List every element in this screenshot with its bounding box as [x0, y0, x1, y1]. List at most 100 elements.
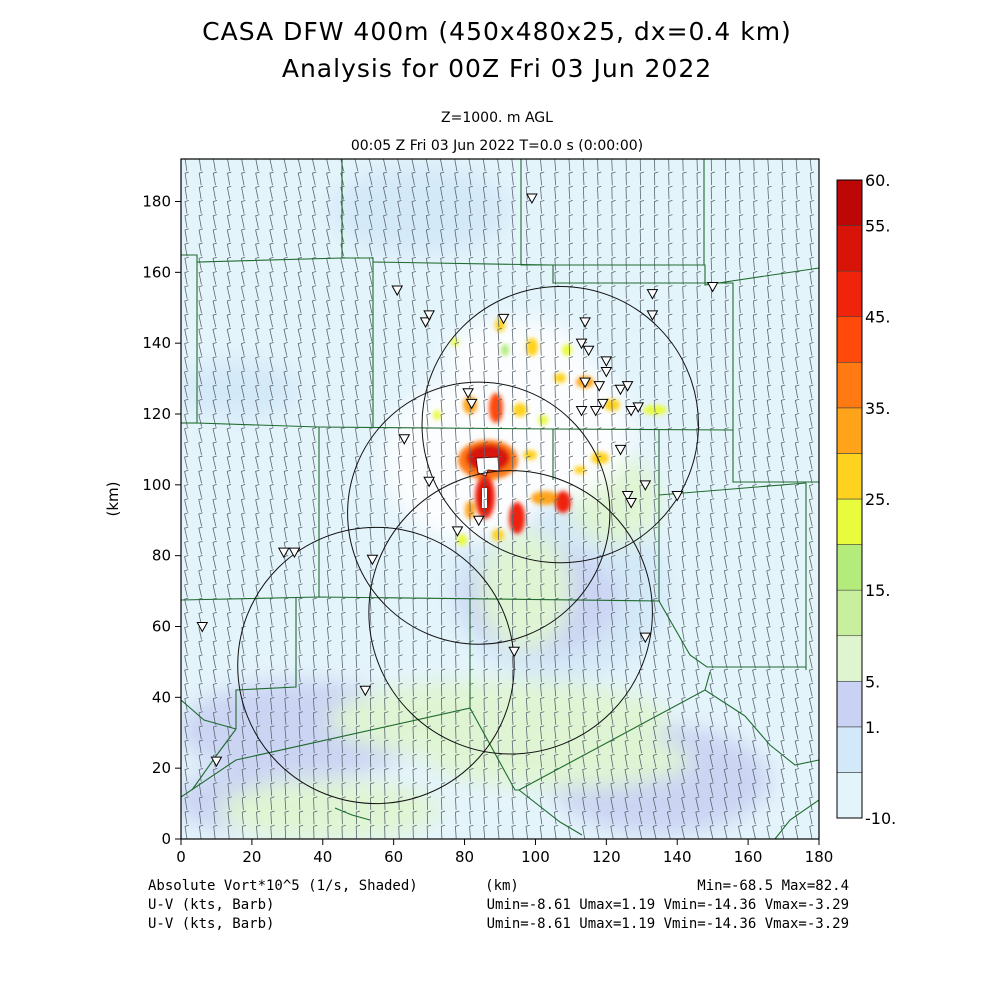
y-axis: 0 20 40 60 80 100 120 140 160 180	[142, 193, 181, 848]
y-tick-label: 0	[161, 830, 171, 848]
radar-ring	[421, 286, 699, 564]
barb-label-1: U-V (kts, Barb)	[148, 897, 274, 913]
barb-stats-2: Umin=-8.61 Umax=1.19 Vmin=-14.36 Vmax=-3…	[487, 916, 849, 932]
y-axis-label: (km)	[104, 481, 122, 516]
colorbar-segment	[836, 453, 863, 500]
radar-ring	[368, 470, 653, 755]
colorbar-tick-label: 15.	[865, 581, 890, 600]
station-marker	[497, 313, 510, 325]
station-marker	[575, 405, 588, 417]
station-marker	[582, 345, 595, 357]
x-tick-label: 20	[242, 848, 261, 866]
y-tick-label: 80	[152, 547, 171, 565]
colorbar-segment	[836, 316, 863, 363]
x-tick-label: 60	[384, 848, 403, 866]
y-tick-label: 180	[142, 193, 171, 211]
station-marker	[632, 402, 645, 413]
colorbar-segment	[836, 179, 863, 226]
colorbar-tick-label: 45.	[865, 308, 890, 327]
station-marker	[600, 356, 613, 367]
radar-ring	[237, 526, 515, 805]
barb-stats-1: Umin=-8.61 Umax=1.19 Vmin=-14.36 Vmax=-3…	[487, 897, 849, 913]
x-tick-label: 100	[521, 848, 550, 866]
colorbar: 60. 55. 45. 35. 25. 15. 5. 1. -10.	[836, 171, 896, 828]
barb-label-2: U-V (kts, Barb)	[148, 916, 274, 932]
station-marker	[472, 515, 485, 527]
station-marker	[526, 193, 538, 204]
station-marker	[621, 490, 634, 502]
x-axis: 0 20 40 60 80 100 120 140 160 180	[176, 839, 833, 866]
y-tick-label: 120	[142, 405, 171, 423]
station-marker	[614, 444, 627, 456]
colorbar-tick-label: -10.	[865, 809, 896, 828]
station-marker	[210, 756, 223, 768]
x-tick-label: 0	[176, 848, 186, 866]
colorbar-segment	[836, 726, 863, 773]
station-marker	[646, 289, 659, 300]
station-markers	[196, 193, 719, 768]
colorbar-segment	[836, 407, 863, 454]
station-marker	[639, 480, 652, 491]
wind-barbs	[184, 159, 815, 839]
colorbar-segment	[836, 680, 863, 728]
colorbar-segment	[836, 225, 863, 272]
x-tick-label: 40	[313, 848, 332, 866]
x-tick-label: 160	[734, 848, 763, 866]
plot-title: CASA DFW 400m (450x480x25, dx=0.4 km)	[202, 17, 792, 46]
y-tick-label: 40	[152, 688, 171, 706]
colorbar-tick-label: 35.	[865, 399, 890, 418]
y-tick-label: 140	[142, 334, 171, 352]
barb-paths	[184, 159, 815, 839]
x-tick-label: 180	[805, 848, 834, 866]
colorbar-tick-label: 25.	[865, 490, 890, 509]
station-marker	[462, 388, 474, 399]
station-marker	[391, 285, 404, 297]
x-axis-unit: (km)	[485, 878, 519, 894]
station-marker	[671, 490, 684, 502]
radar-range-rings	[237, 286, 699, 805]
station-marker	[625, 405, 637, 417]
colorbar-frame	[836, 179, 863, 819]
colorbar-segment	[836, 544, 863, 591]
station-marker	[614, 384, 627, 396]
colorbar-tick-label: 5.	[865, 672, 880, 691]
y-tick-label: 100	[142, 476, 171, 494]
colorbar-segment	[836, 635, 863, 682]
station-marker	[600, 367, 613, 378]
station-marker	[593, 381, 606, 392]
station-marker	[508, 646, 521, 658]
y-tick-label: 60	[152, 618, 171, 636]
station-marker	[277, 547, 290, 559]
station-marker	[451, 526, 464, 537]
station-marker	[646, 310, 659, 321]
county-borders	[181, 159, 819, 839]
station-marker	[366, 554, 379, 566]
station-marker	[465, 398, 478, 410]
station-marker	[359, 685, 372, 697]
x-tick-label: 120	[592, 848, 621, 866]
y-tick-label: 20	[152, 759, 171, 777]
colorbar-tick-label: 1.	[865, 718, 880, 737]
x-tick-label: 80	[455, 848, 474, 866]
station-marker	[423, 310, 435, 321]
colorbar-segment	[836, 498, 863, 545]
station-marker	[196, 622, 209, 633]
station-marker	[423, 476, 435, 488]
y-tick-label: 160	[142, 263, 171, 281]
station-marker	[596, 398, 609, 410]
station-marker	[621, 381, 634, 392]
minmax-label: Min=-68.5 Max=82.4	[697, 878, 849, 894]
station-marker	[579, 377, 591, 389]
level-label: Z=1000. m AGL	[441, 110, 553, 126]
time-label: 00:05 Z Fri 03 Jun 2022 T=0.0 s (0:00:00…	[351, 138, 643, 154]
station-marker	[625, 498, 637, 509]
colorbar-tick-label: 55.	[865, 217, 890, 236]
colorbar-tick-label: 60.	[865, 171, 890, 190]
field-label: Absolute Vort*10^5 (1/s, Shaded)	[148, 878, 418, 894]
station-marker	[288, 547, 301, 559]
radar-ring	[347, 381, 611, 645]
station-marker	[575, 338, 588, 350]
colorbar-segment	[836, 361, 863, 409]
colorbar-segment	[836, 772, 863, 819]
